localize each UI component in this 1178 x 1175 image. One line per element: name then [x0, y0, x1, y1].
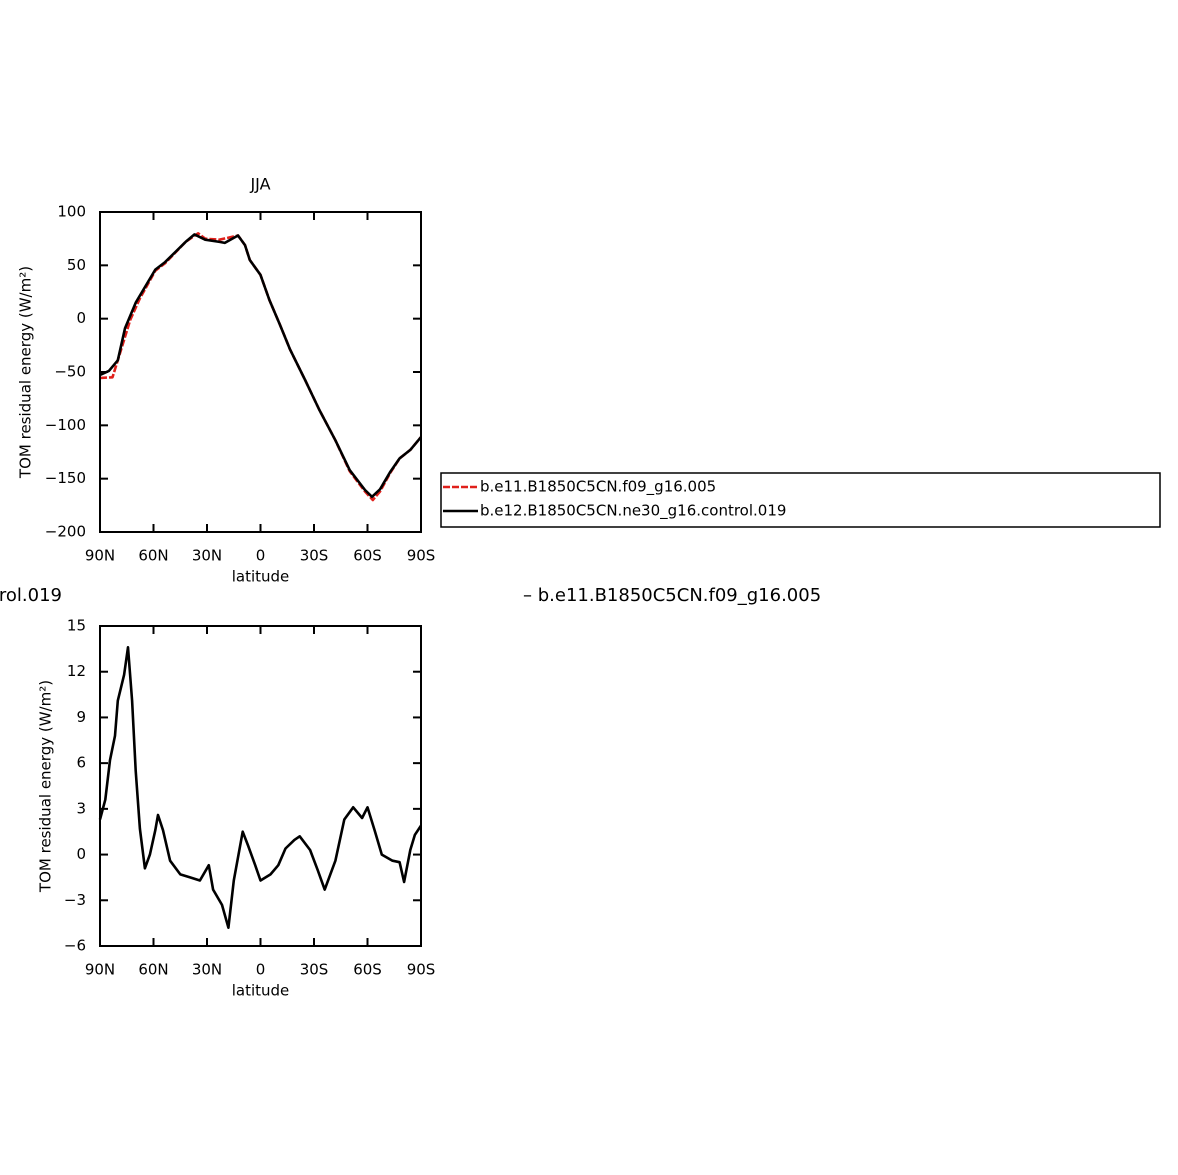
y-axis-label: TOM residual energy (W/m²): [37, 680, 55, 893]
chart-title: JJA: [249, 175, 270, 194]
x-tick-label: 60N: [138, 961, 168, 979]
legend-label: b.e11.B1850C5CN.f09_g16.005: [480, 478, 716, 497]
legend-label: b.e12.B1850C5CN.ne30_g16.control.019: [480, 502, 786, 521]
y-tick-label: −100: [45, 416, 86, 434]
x-tick-label: 60N: [138, 547, 168, 565]
y-tick-label: −3: [64, 891, 86, 909]
y-tick-label: 3: [76, 799, 86, 817]
y-tick-label: 0: [76, 845, 86, 863]
x-axis-label: latitude: [232, 982, 290, 1000]
y-tick-label: 9: [76, 708, 86, 726]
chart-title: b.e12.B1850C5CN.ne30_g16.control.019: [0, 585, 62, 606]
x-tick-label: 30S: [300, 961, 329, 979]
y-tick-label: 15: [67, 617, 86, 635]
y-tick-label: −6: [64, 937, 86, 955]
y-axis-label: TOM residual energy (W/m²): [17, 266, 35, 479]
y-tick-label: 6: [76, 754, 86, 772]
legend-box: [440, 472, 1161, 528]
chart-subtitle: – b.e11.B1850C5CN.f09_g16.005: [523, 585, 821, 606]
x-tick-label: 60S: [353, 547, 382, 565]
x-tick-label: 90N: [85, 547, 115, 565]
x-tick-label: 60S: [353, 961, 382, 979]
plot-frame: [99, 211, 422, 533]
y-tick-label: −150: [45, 469, 86, 487]
x-tick-label: 90N: [85, 961, 115, 979]
y-tick-label: 100: [57, 203, 86, 221]
y-tick-label: 12: [67, 662, 86, 680]
y-tick-label: −50: [54, 363, 86, 381]
x-tick-label: 30S: [300, 547, 329, 565]
y-tick-label: −200: [45, 523, 86, 541]
y-tick-label: 0: [76, 309, 86, 327]
plot-frame: [99, 625, 422, 947]
x-tick-label: 30N: [192, 961, 222, 979]
x-tick-label: 0: [256, 547, 266, 565]
x-tick-label: 0: [256, 961, 266, 979]
x-tick-label: 90S: [407, 961, 436, 979]
x-axis-label: latitude: [232, 568, 290, 586]
y-tick-label: 50: [67, 256, 86, 274]
data-line: [99, 233, 422, 499]
x-tick-label: 90S: [407, 547, 436, 565]
x-tick-label: 30N: [192, 547, 222, 565]
data-line: [98, 646, 423, 929]
